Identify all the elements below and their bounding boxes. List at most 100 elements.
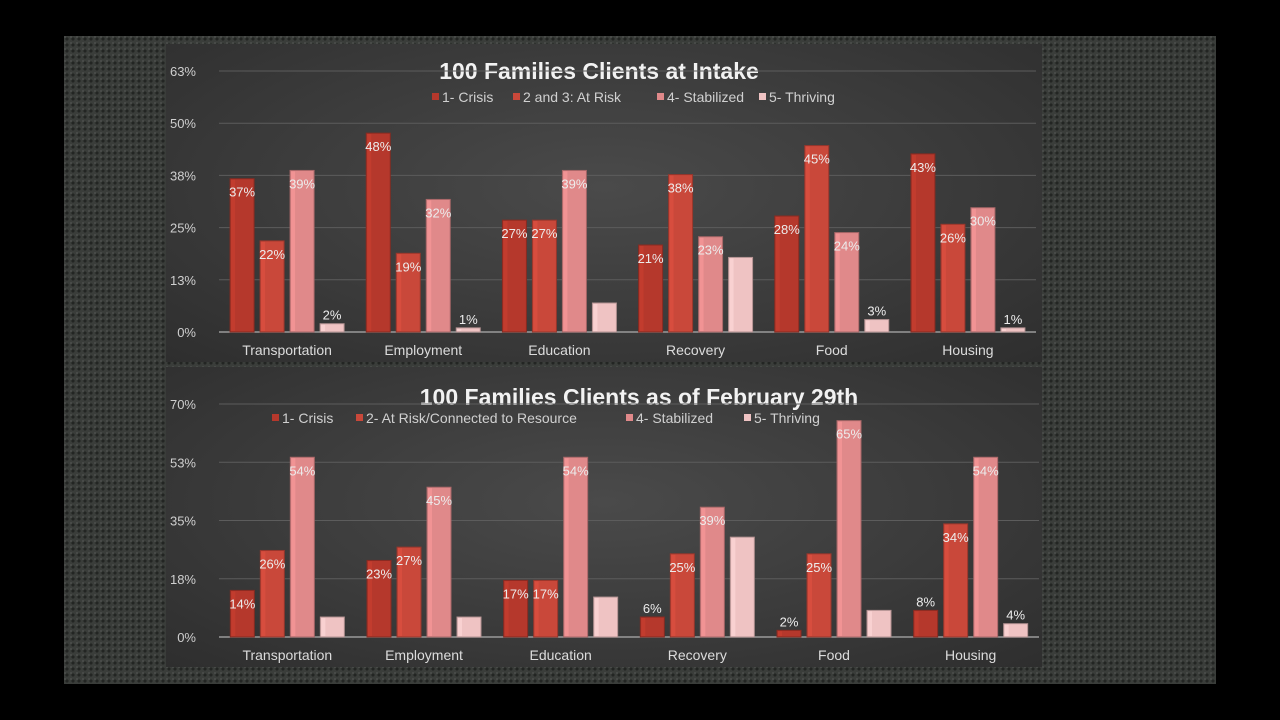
data-label: 3% (867, 304, 886, 319)
data-label: 24% (834, 239, 860, 254)
data-label: 8% (916, 594, 935, 609)
y-tick-label: 0% (177, 630, 196, 645)
bar-highlight (1001, 328, 1006, 331)
bar-highlight (914, 611, 919, 636)
bar-highlight (231, 179, 236, 331)
category-label: Housing (942, 342, 993, 358)
data-label: 65% (836, 427, 862, 442)
y-tick-label: 63% (170, 64, 196, 79)
chart-february: 100 Families Clients as of February 29th… (166, 367, 1042, 667)
bar-highlight (594, 598, 599, 636)
data-label: 45% (804, 152, 830, 167)
data-label: 39% (561, 176, 587, 191)
bar-highlight (731, 538, 736, 636)
data-labels: 37% 22% 39% 2% 48% 19% 32% 1% 27% 27% 39% 21% 38% 23%… (229, 139, 1023, 327)
chart-february-svg: 100 Families Clients as of February 29th… (170, 384, 1039, 663)
legend: 1- Crisis 2- At Risk/Connected to Resourc… (272, 410, 820, 426)
bar-highlight (1004, 624, 1009, 636)
legend-swatch (657, 93, 664, 100)
category-label: Housing (945, 647, 996, 663)
data-label: 27% (396, 553, 422, 568)
bar-highlight (911, 154, 916, 331)
data-label: 54% (973, 463, 999, 478)
category-label: Employment (384, 342, 462, 358)
data-label: 26% (940, 230, 966, 245)
category-label: Employment (385, 647, 463, 663)
data-label: 4% (1006, 608, 1025, 623)
y-tick-label: 35% (170, 514, 196, 529)
data-label: 54% (289, 463, 315, 478)
gridlines (219, 70, 1036, 333)
x-axis: Transportation Employment Education Recover… (242, 342, 993, 358)
data-label: 25% (669, 560, 695, 575)
bar-highlight (291, 458, 296, 636)
bar-highlight (261, 241, 266, 331)
legend-label: 1- Crisis (442, 89, 493, 105)
bar-highlight (805, 146, 810, 331)
bar-highlight (427, 200, 432, 331)
bar-highlight (808, 554, 812, 636)
legend-label: 4- Stabilized (636, 410, 713, 426)
data-label: 39% (699, 513, 725, 528)
data-label: 32% (425, 205, 451, 220)
data-label: 28% (774, 222, 800, 237)
bar-highlight (944, 524, 949, 636)
bar-highlight (868, 611, 872, 636)
bar (319, 323, 345, 333)
data-label: 17% (503, 586, 529, 601)
bar-highlight (974, 458, 979, 636)
legend-label: 5- Thriving (754, 410, 820, 426)
category-label: Recovery (668, 647, 727, 663)
chart-intake: 100 Families Clients at Intake 1- Crisis… (166, 44, 1042, 362)
data-label: 23% (366, 566, 392, 581)
legend-label: 4- Stabilized (667, 89, 744, 105)
bar-highlight (564, 458, 569, 636)
y-tick-label: 13% (170, 273, 196, 288)
data-label: 38% (668, 181, 694, 196)
bar-highlight (641, 618, 646, 636)
bar-highlight (534, 581, 539, 636)
chart-intake-svg: 100 Families Clients at Intake 1- Crisis… (170, 58, 1036, 358)
data-label: 43% (910, 160, 936, 175)
bar-highlight (838, 421, 842, 636)
y-tick-label: 38% (170, 168, 196, 183)
bar-highlight (261, 551, 266, 636)
bar-highlight (699, 237, 704, 331)
data-label: 34% (943, 530, 969, 545)
data-label: 14% (229, 596, 255, 611)
bar (456, 616, 482, 638)
legend-swatch (759, 93, 766, 100)
bar-highlight (503, 221, 508, 331)
y-tick-label: 70% (170, 397, 196, 412)
bar-highlight (321, 324, 326, 331)
y-tick-label: 18% (170, 572, 196, 587)
bar (864, 319, 890, 333)
bar-highlight (775, 217, 780, 331)
gridlines (219, 403, 1039, 638)
bar (1000, 327, 1026, 333)
chart-title: 100 Families Clients as of February 29th (420, 384, 858, 410)
bar-highlight (669, 175, 674, 331)
y-tick-label: 50% (170, 116, 196, 131)
y-axis: 0% 13% 25% 38% 50% 63% (170, 64, 196, 340)
bar-highlight (398, 548, 402, 636)
data-label: 2% (780, 614, 799, 629)
data-label: 17% (533, 586, 559, 601)
bar-highlight (397, 254, 402, 331)
bar-highlight (504, 581, 509, 636)
bar-highlight (458, 618, 462, 636)
y-tick-label: 53% (170, 455, 196, 470)
legend-label: 2- At Risk/Connected to Resource (366, 410, 577, 426)
category-label: Food (816, 342, 848, 358)
category-label: Transportation (242, 647, 332, 663)
data-label: 30% (970, 214, 996, 229)
data-label: 45% (426, 493, 452, 508)
bar (776, 629, 802, 638)
data-label: 23% (698, 243, 724, 258)
y-tick-label: 25% (170, 221, 196, 236)
bar-highlight (639, 246, 644, 331)
data-label: 25% (806, 560, 832, 575)
bar-highlight (368, 561, 372, 636)
bar-highlight (778, 631, 782, 636)
bar (1003, 623, 1029, 638)
